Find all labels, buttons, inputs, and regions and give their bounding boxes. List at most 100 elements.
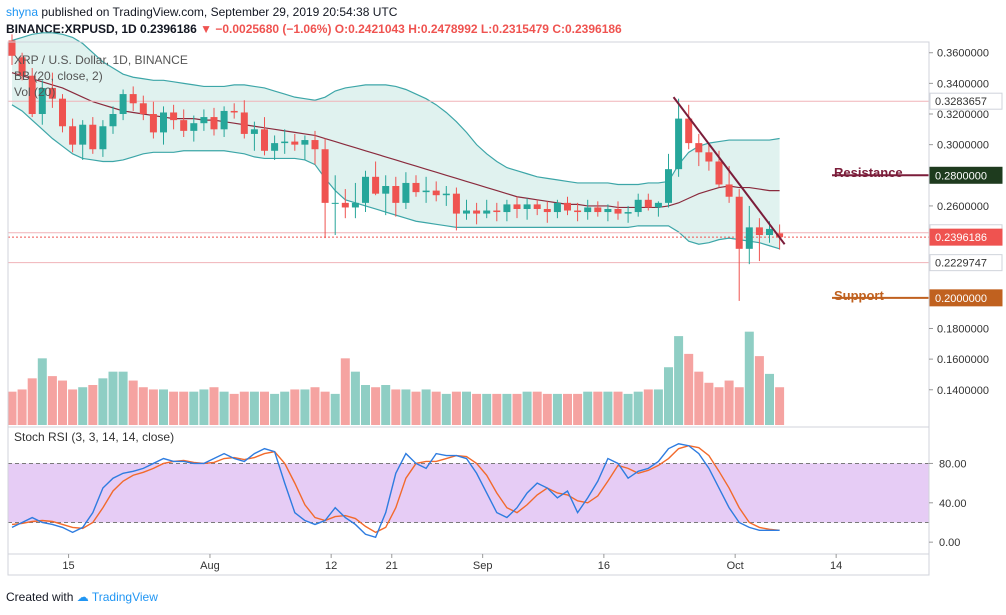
volume-bar [179, 391, 189, 425]
volume-bar [108, 371, 118, 425]
volume-bar [290, 389, 300, 425]
volume-bar [462, 391, 471, 425]
tradingview-logo-icon: ☁ [76, 590, 89, 604]
volume-bar [98, 378, 108, 425]
volume-bar [350, 371, 360, 425]
volume-bar [88, 385, 98, 425]
stoch-rsi-pane [8, 443, 929, 539]
price-label-text: 0.2000000 [935, 293, 987, 305]
volume-bar [482, 393, 492, 425]
candle-body [685, 118, 693, 144]
volume-bar [754, 356, 764, 425]
descending-trendline [672, 96, 786, 245]
volume-bar [47, 376, 57, 425]
candle-body [109, 114, 117, 127]
volume-bar [451, 391, 461, 425]
candle-body [281, 141, 289, 144]
volume-bar [361, 385, 370, 425]
volume-bar [744, 331, 754, 425]
time-tick-label: 21 [386, 560, 398, 572]
legend-bb: BB (20, close, 2) [14, 69, 103, 83]
stoch-rsi-legend: Stoch RSI (3, 3, 14, 14, close) [14, 430, 174, 444]
ohlc-close: C:0.2396186 [552, 22, 622, 36]
volume-bar [17, 389, 27, 425]
candle-body [99, 126, 107, 150]
volume-bar [280, 391, 290, 425]
legend-symbol: XRP / U.S. Dollar, 1D, BINANCE [14, 53, 188, 67]
stoch-band [8, 463, 929, 523]
candle-body [452, 193, 460, 214]
candle-body [604, 208, 612, 213]
volume-bar [674, 336, 684, 425]
candle-body [200, 117, 208, 124]
tradingview-brand[interactable]: TradingView [91, 590, 158, 604]
volume-bar [37, 358, 47, 425]
candle-body [8, 40, 16, 56]
candle-body [129, 94, 137, 104]
candle-body [59, 98, 66, 127]
volume-bar [653, 389, 663, 425]
volume-bar [704, 382, 714, 425]
volume-bar [219, 391, 229, 425]
volume-bar [68, 389, 78, 425]
volume-bar [502, 393, 512, 425]
volume-bar [694, 371, 704, 425]
volume-bar [209, 387, 219, 425]
volume-pane [7, 331, 785, 425]
time-tick-label: Sep [473, 560, 493, 572]
candle-body [483, 210, 491, 214]
candle-body [533, 204, 541, 209]
volume-bar [7, 391, 17, 425]
support-annotation: Support [834, 288, 884, 303]
candle-body [624, 212, 632, 214]
price-tick-label: 0.2600000 [937, 201, 989, 213]
price-tick-label: 0.3600000 [937, 48, 989, 60]
price-label-box [929, 289, 1003, 307]
candle-body [665, 169, 672, 203]
volume-bar [401, 389, 411, 425]
volume-bar [411, 391, 421, 425]
candle-body [311, 140, 319, 150]
volume-bar [78, 387, 88, 425]
volume-bar [563, 393, 572, 425]
volume-bar [583, 391, 593, 425]
price-label-text: 0.2800000 [935, 170, 987, 182]
volume-bar [421, 389, 431, 425]
volume-bar [512, 393, 522, 425]
author-name[interactable]: shyna [6, 5, 39, 19]
volume-bar [643, 389, 653, 425]
candle-body [735, 196, 743, 249]
candle-body [725, 184, 733, 197]
volume-bar [310, 387, 320, 425]
candle-body [331, 202, 339, 204]
candle-body [69, 126, 77, 145]
ohlc-high: H:0.2478992 [408, 22, 478, 36]
price-tick-label: 0.3200000 [937, 109, 989, 121]
candle-body [79, 124, 87, 145]
candle-body [301, 140, 309, 145]
time-tick-label: Aug [200, 560, 220, 572]
volume-bar [300, 389, 310, 425]
candle-body [422, 190, 430, 193]
candle-body [119, 94, 127, 115]
volume-bar [320, 391, 330, 425]
price-tick-label: 0.3000000 [937, 140, 989, 152]
volume-bar [573, 393, 583, 425]
candle-body [564, 202, 571, 211]
volume-bar [371, 387, 381, 425]
candle-body [776, 233, 784, 238]
volume-bar [199, 389, 209, 425]
time-tick-label: 12 [325, 560, 337, 572]
price-change: −0.0025680 (−1.06%) [215, 22, 332, 36]
candle-body [553, 202, 561, 213]
candle-body [513, 204, 521, 209]
volume-bar [775, 387, 785, 425]
price-label-box [929, 166, 1003, 184]
candle-body [18, 57, 26, 76]
trading-chart[interactable]: 0.3600000 0.3400000 0.3200000 0.3000000 0.26… [0, 0, 1006, 590]
volume-bar [613, 391, 623, 425]
footer: Created with ☁ TradingView [6, 590, 158, 604]
candle-body [523, 204, 531, 209]
volume-bar [633, 391, 643, 425]
candle-body [463, 210, 470, 214]
